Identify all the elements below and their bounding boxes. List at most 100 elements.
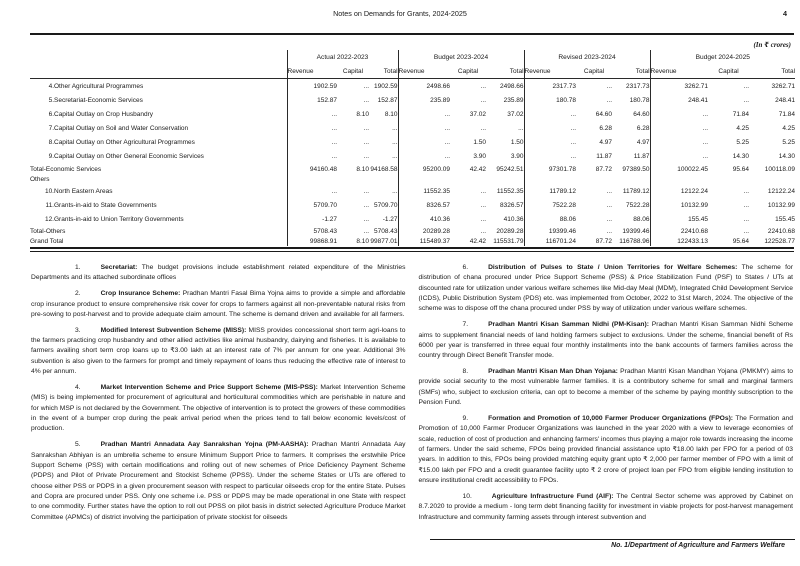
value-cell: ... [606,82,613,90]
value-cell: ... [743,228,750,235]
value-cell: 248.41 [649,93,709,107]
value-cell: 11789.12 [523,184,577,198]
paragraph-heading: Modified Interest Subvention Scheme (MIS… [100,326,247,334]
value-cell: 95200.09 [397,163,451,175]
value-cell: 97389.50 [622,165,650,173]
value-cell: 4.97 [599,138,613,146]
value-cell: 42.42 [469,165,487,173]
row-label-cell: North Eastern Areas [54,187,113,195]
paragraph-heading: Pradhan Mantri Annadata Aay Sanrakshan Y… [100,441,309,449]
value-cell: ... [286,121,337,135]
row-number-cell: 6. [48,110,54,118]
paragraph-number: 1. [75,264,81,271]
value-cell: ... [397,121,451,135]
paragraph-heading: Secretariat: [100,264,138,271]
value-cell: ... [397,149,451,163]
table-row: Others [30,175,795,184]
value-cell: ... [286,107,337,121]
value-cell: ... [392,152,398,160]
column-subheader: Total [612,64,651,79]
value-cell: 94160.48 [286,163,337,175]
column-group-label: Budget 2023-2024 [397,50,525,64]
text-column-left: 1. Secretariat: The budget provisions inc… [31,263,406,528]
row-label-cell: Others [30,176,50,183]
value-cell: 4.97 [636,138,650,146]
value-cell: 4.25 [782,124,796,132]
value-cell: 64.60 [633,110,650,118]
row-label-cell: Other Agricultural Programmes [54,82,144,90]
value-cell: ... [397,135,451,149]
paragraph-number: 2. [75,290,81,298]
notes-text: 1. Secretariat: The budget provisions inc… [31,263,793,528]
value-cell: 5.25 [782,138,796,146]
table-row: 12. Grants-in-aid to Union Territory Gove… [30,212,795,226]
value-cell: 19399.46 [622,228,650,235]
value-cell: 95.64 [732,238,750,245]
table-row: Grand Total 99868.91 8.10 99877.01 115489.37… [30,237,795,246]
value-cell: 4.25 [736,124,750,132]
column-subheader: Revenue [523,64,577,79]
value-cell: ... [397,107,451,121]
value-cell [369,175,398,184]
value-cell: ... [363,138,369,146]
table-body: 4. Other Agricultural Programmes 1902.59..… [30,78,796,246]
value-cell: 94168.58 [370,165,398,173]
value-cell: 115489.37 [397,237,451,246]
value-cell: 12122.24 [767,187,796,195]
value-cell: 87.72 [595,165,613,173]
value-cell: 100118.09 [764,165,796,173]
value-cell: ... [480,82,487,90]
paragraph-number: 9. [462,414,469,422]
value-cell: 11552.35 [496,187,524,195]
value-cell: 10132.99 [649,198,709,212]
paragraph-heading: Market Intervention Scheme and Price Sup… [100,383,318,391]
table-row: 7. Capital Outlay on Soil and Water Conse… [30,121,795,135]
value-cell: ... [743,96,750,104]
value-cell: 152.87 [286,93,337,107]
value-cell [450,175,486,184]
value-cell [486,175,524,184]
footer-signature: No. 1/Department of Agriculture and Farm… [611,542,785,549]
value-cell: ... [480,96,487,104]
row-number-cell: 12. [44,215,54,223]
paragraph-heading: Distribution of Pulses to State / Union … [488,264,738,271]
value-cell: 1.50 [510,138,524,146]
value-cell: 2498.66 [500,82,524,90]
table-row: 10. North Eastern Areas......... 11552.35.… [30,184,795,198]
column-subheader: Revenue [649,64,709,79]
table-row: 8. Capital Outlay on Other Agricultural P… [30,135,795,149]
value-cell: ... [363,82,369,90]
row-number-cell: 4. [48,82,54,90]
value-cell: 8.10 [356,110,369,118]
row-label-cell: Secretariat-Economic Services [54,96,143,104]
column-subheader: Total [369,64,399,79]
value-cell: ... [743,187,750,195]
value-cell: ... [606,96,613,104]
value-cell: ... [392,187,398,195]
value-cell: 152.87 [377,96,398,104]
value-cell [749,175,795,184]
value-cell: 42.42 [469,238,487,245]
paragraph-heading: Pradhan Mantri Kisan Man Dhan Yojana: [488,368,618,376]
value-cell: ... [392,138,398,146]
value-cell: 8326.57 [397,198,451,212]
paragraph-text: Pradhan Mantri Annadata Aay Sanrakshan A… [31,441,406,521]
value-cell: ... [480,215,487,223]
value-cell: 71.84 [732,110,750,118]
value-cell: ... [480,228,487,235]
value-cell: 88.06 [523,212,577,226]
paragraph: 9. Formation and Promotion of 10,000 Farm… [419,414,794,486]
value-cell: 2317.73 [626,82,650,90]
value-cell: -1.27 [286,212,337,226]
table-row: 6. Capital Outlay on Crop Husbandry... 8.1… [30,107,795,121]
value-cell: 88.06 [633,215,650,223]
paragraph: 1. Secretariat: The budget provisions inc… [31,263,406,284]
value-cell: 180.78 [523,93,577,107]
paragraph-number: 6. [462,264,469,271]
row-label-cell: Capital Outlay on Soil and Water Conserv… [54,124,189,132]
value-cell: 5708.43 [374,228,398,235]
value-cell: 11.87 [633,152,650,160]
paragraph-text: Pradhan Mantri Kisan Samman Nidhi Scheme… [418,321,794,360]
value-cell [612,175,650,184]
paragraph: 7. Pradhan Mantri Kisan Samman Nidhi (PM-… [419,320,794,361]
